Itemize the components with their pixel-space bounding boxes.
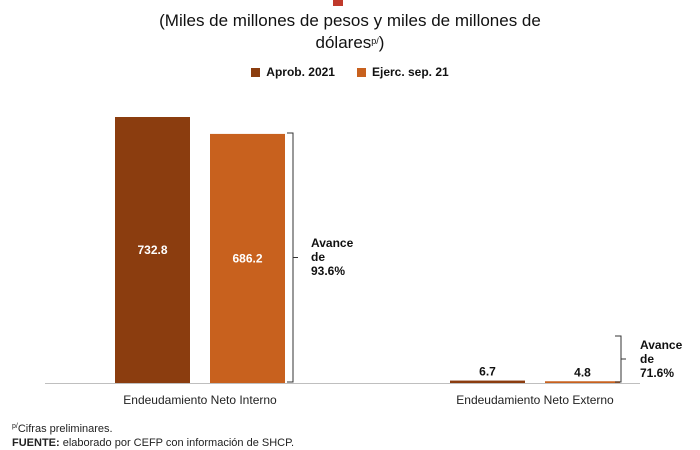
source-text: elaborado por CEFP con información de SH… xyxy=(59,437,295,449)
annotation-text-externo: Avance de 71.6% xyxy=(640,338,683,380)
footnote-preliminary-text: Cifras preliminares. xyxy=(17,423,113,435)
annotation-line: 71.6% xyxy=(640,366,674,380)
category-label-externo: Endeudamiento Neto Externo xyxy=(456,393,614,407)
legend-label-aprob: Aprob. 2021 xyxy=(266,65,335,79)
annotation-line: Avance xyxy=(640,338,683,352)
annotation-bracket-externo xyxy=(615,335,626,383)
footnote-source: FUENTE: elaborado por CEFP con informaci… xyxy=(12,437,294,449)
annotation-bracket-interno xyxy=(287,132,298,383)
data-label-ejerc-externo: 4.8 xyxy=(574,365,591,379)
legend-swatch-aprob xyxy=(251,67,261,77)
bar-ejerc-interno xyxy=(210,133,285,383)
title-accent-strip xyxy=(333,0,343,6)
legend-item-aprob: Aprob. 2021 xyxy=(251,65,335,79)
footnote-preliminary: p/Cifras preliminares. xyxy=(12,423,113,435)
chart-legend: Aprob. 2021 Ejerc. sep. 21 xyxy=(0,65,700,79)
annotation-text-interno: Avance de 93.6% xyxy=(311,236,354,278)
category-label-interno: Endeudamiento Neto Interno xyxy=(123,393,277,407)
legend-swatch-ejerc xyxy=(356,67,366,77)
bar-aprob-interno xyxy=(115,117,190,383)
subtitle-preliminary-mark: p/ xyxy=(371,36,379,46)
subtitle-close-paren: ) xyxy=(378,33,385,52)
annotation-line: 93.6% xyxy=(311,264,345,278)
annotation-line: de xyxy=(640,352,654,366)
bar-ejerc-externo xyxy=(545,381,620,383)
data-label-aprob-interno: 732.8 xyxy=(137,243,167,257)
source-label: FUENTE: xyxy=(12,437,60,449)
legend-item-ejerc: Ejerc. sep. 21 xyxy=(356,65,449,79)
data-label-aprob-externo: 6.7 xyxy=(479,365,496,379)
legend-label-ejerc: Ejerc. sep. 21 xyxy=(371,65,449,79)
bar-aprob-externo xyxy=(450,380,525,383)
subtitle-units-text: dólares xyxy=(315,33,372,52)
chart-subtitle-line-2: dólaresp/) xyxy=(0,32,700,54)
data-label-ejerc-interno: 686.2 xyxy=(232,251,262,265)
annotation-line: de xyxy=(311,250,325,264)
chart-subtitle-line-1: (Miles de millones de pesos y miles de m… xyxy=(159,11,541,30)
annotation-line: Avance xyxy=(311,236,354,250)
footnote-mark: p/ xyxy=(12,423,18,430)
